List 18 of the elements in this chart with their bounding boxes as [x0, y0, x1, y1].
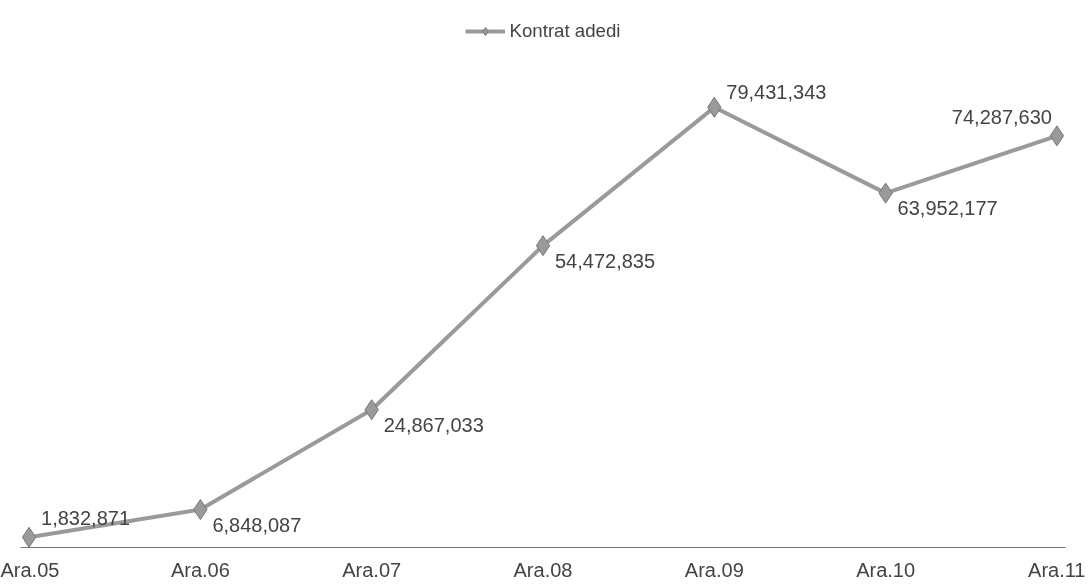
- data-label: 63,952,177: [897, 197, 998, 220]
- point: [21, 526, 37, 548]
- x-tick-label: Ara.07: [342, 558, 402, 581]
- data-label: 1,832,871: [41, 507, 131, 530]
- x-tick-label: Ara.05: [0, 558, 60, 581]
- data-label: 24,867,033: [383, 413, 484, 436]
- x-tick-label: Ara.06: [170, 558, 230, 581]
- x-tick-label: Ara.09: [684, 558, 744, 581]
- data-label: 74,287,630: [951, 105, 1052, 128]
- x-tick-label: Ara.11: [1028, 558, 1086, 581]
- x-tick-label: Ara.08: [513, 558, 573, 581]
- point: [535, 235, 551, 257]
- data-label: 6,848,087: [212, 513, 302, 536]
- legend-label: Kontrat adedi: [509, 20, 621, 42]
- data-label: 79,431,343: [726, 81, 827, 104]
- data-label: 54,472,835: [555, 249, 656, 272]
- point: [1049, 125, 1065, 147]
- x-tick-label: Ara.10: [856, 558, 916, 581]
